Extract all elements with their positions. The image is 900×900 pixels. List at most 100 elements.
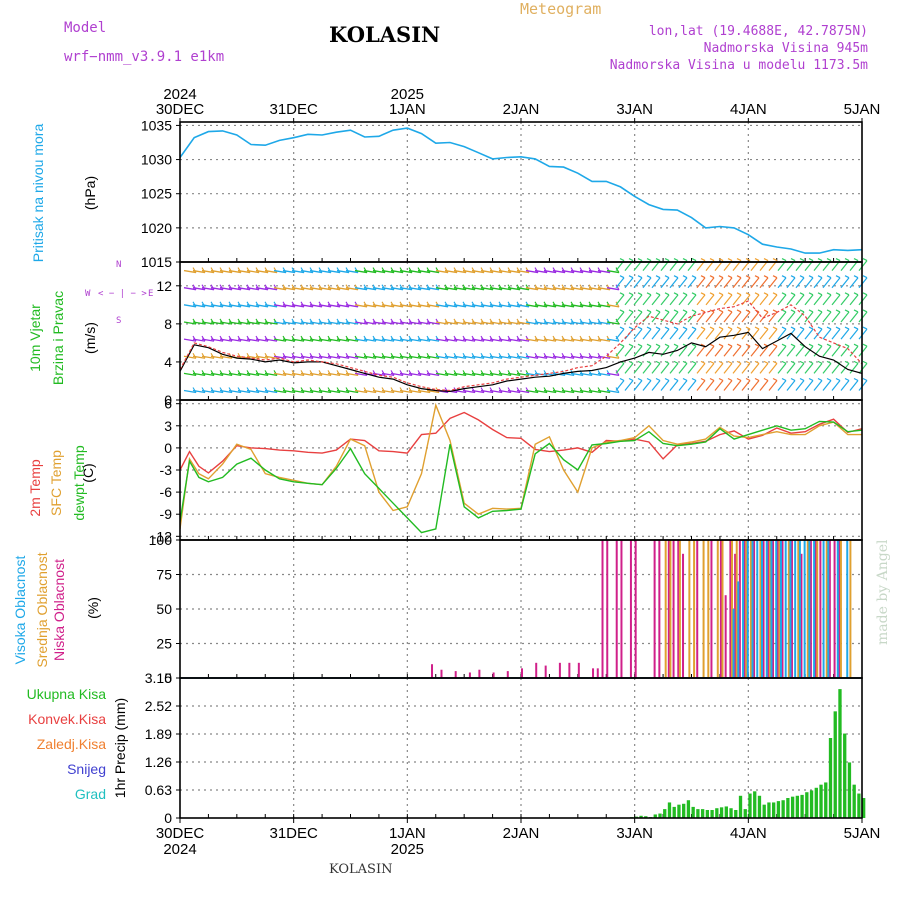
y-tick-label: 3 xyxy=(164,418,172,434)
wind-barb xyxy=(507,372,521,376)
wind-barb xyxy=(615,345,625,357)
wind-barb xyxy=(732,380,742,391)
wind-barb xyxy=(777,345,787,357)
wind-barb-flag xyxy=(844,275,850,279)
wind-barb xyxy=(480,321,494,325)
wind-barb-flag xyxy=(597,370,602,376)
wind-barb-flag xyxy=(790,343,796,347)
wind-barb-flag xyxy=(745,292,751,296)
wind-barb xyxy=(597,372,611,376)
wind-barb-flag xyxy=(817,309,823,313)
wind-barb-flag xyxy=(417,318,422,325)
wind-barb-flag xyxy=(781,258,787,262)
wind-barb xyxy=(354,355,368,359)
cloud-bar xyxy=(664,540,667,678)
wind-barb-flag xyxy=(516,335,521,342)
wind-barb-flag xyxy=(646,309,652,313)
wind-barb-flag xyxy=(210,318,215,325)
wind-barb-flag xyxy=(354,352,359,359)
top-date-label: 31DEC xyxy=(269,101,318,118)
wind-barb xyxy=(399,372,413,376)
wind-barb xyxy=(723,328,733,340)
precip-bar xyxy=(814,787,818,818)
cloud-bar xyxy=(828,540,831,678)
wind-barb-flag xyxy=(709,343,715,347)
wind-barb-flag xyxy=(543,318,548,325)
wind-barb xyxy=(525,389,539,394)
wind-barb xyxy=(804,311,814,323)
wind-barb-flag xyxy=(655,343,661,347)
wind-barb xyxy=(399,389,413,394)
precip-label-conv: Konvek.Kisa xyxy=(28,711,106,727)
wind-barb xyxy=(480,304,494,308)
compass-east: E xyxy=(148,289,154,299)
wind-barb-flag xyxy=(727,275,733,279)
wind-barb-flag xyxy=(817,292,823,296)
wind-barb xyxy=(354,287,368,291)
wind-barb-flag xyxy=(619,292,625,296)
wind-barb-flag xyxy=(336,370,341,376)
cloud-bar xyxy=(808,540,811,678)
wind-barb-flag xyxy=(255,318,260,325)
wind-barb-flag xyxy=(745,275,751,279)
wind-barb xyxy=(831,362,841,374)
y-tick-label: 0 xyxy=(164,392,172,408)
wind-barb-flag xyxy=(709,377,715,382)
wind-barb-flag xyxy=(790,326,796,330)
wind-barb xyxy=(543,269,557,274)
wind-barb xyxy=(345,372,359,376)
wind-barb xyxy=(291,287,305,291)
wind-barb-flag xyxy=(543,335,548,342)
cloud-bar xyxy=(838,540,841,678)
wind-barb-flag xyxy=(480,284,485,290)
wind-barb-flag xyxy=(426,267,431,273)
wind-barb-flag xyxy=(336,335,341,342)
wind-barb xyxy=(507,321,521,325)
wind-barb-flag xyxy=(300,267,305,273)
wind-barb xyxy=(570,355,584,359)
wind-barb xyxy=(858,328,868,340)
wind-barb xyxy=(777,277,787,289)
wind-barb xyxy=(615,380,625,391)
wind-barb xyxy=(804,380,814,391)
bottom-date-label: 4JAN xyxy=(730,825,767,842)
cloud-bar xyxy=(707,540,710,678)
wind-barb xyxy=(201,389,215,394)
wind-barb xyxy=(390,338,404,342)
wind-barb xyxy=(498,321,512,325)
wind-barb-flag xyxy=(799,360,805,364)
wind-barb-flag xyxy=(615,267,620,273)
wind-barb xyxy=(534,287,548,291)
wind-barb-flag xyxy=(709,292,715,296)
wind-barb-flag xyxy=(763,258,769,262)
wind-barb-flag xyxy=(345,352,350,359)
wind-barb xyxy=(219,355,233,359)
wind-barb-flag xyxy=(691,377,697,382)
wind-barb xyxy=(741,311,751,323)
wind-barb xyxy=(660,328,670,340)
wind-barb-flag xyxy=(606,301,611,308)
wind-barb xyxy=(525,269,539,274)
wind-barb-flag xyxy=(673,258,679,262)
wind-barb xyxy=(705,345,715,357)
wind-barb-flag xyxy=(255,387,260,393)
wind-barb-flag xyxy=(255,301,260,308)
wind-barb-flag xyxy=(390,318,395,325)
wind-barb xyxy=(480,338,494,342)
wind-barb-flag xyxy=(588,284,593,290)
wind-barb xyxy=(669,311,679,323)
wind-barb xyxy=(633,294,643,306)
wind-barb xyxy=(318,389,332,394)
wind-barb xyxy=(345,304,359,308)
wind-barb xyxy=(327,355,341,359)
wind-barb-flag xyxy=(462,370,467,376)
wind-barb-flag xyxy=(673,377,679,382)
wind-barb xyxy=(534,269,548,274)
wind-barb xyxy=(192,372,206,376)
wind-barb-flag xyxy=(507,335,512,342)
wind-barb-flag xyxy=(799,326,805,330)
wind-barb xyxy=(579,287,593,291)
wind-barb-flag xyxy=(318,370,323,376)
wind-barb xyxy=(435,269,449,274)
wind-barb-flag xyxy=(718,258,724,262)
